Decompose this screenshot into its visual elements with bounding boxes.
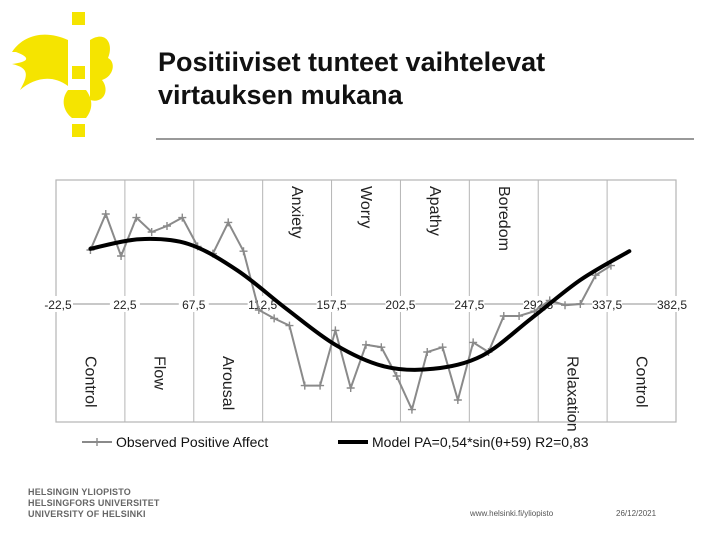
x-tick-label-bg [316,296,347,312]
x-tick-label: 157,5 [317,298,347,312]
observed-point [178,213,187,222]
legend-model-label: Model PA=0,54*sin(θ+59) R2=0,83 [372,434,589,450]
x-tick-label-bg [178,296,209,312]
flame-torch-icon [12,12,113,137]
footer-date: 26/12/2021 [616,509,657,518]
observed-point [224,218,233,227]
logo-square-middle [72,66,85,79]
university-logo [12,12,113,137]
quadrant-label-bottom: Arousal [219,356,236,410]
observed-point [499,312,508,320]
logo-flame-right [90,36,113,101]
observed-point [254,306,263,314]
observed-point [101,210,110,218]
footer-url: www.helsinki.fi/yliopisto [470,509,554,518]
logo-flame-lower [63,90,92,118]
logo-square-top [72,12,85,25]
chart: -22,5 22,5 67,5 112,5 157,5 202,5 247,5 292,5 33… [43,179,687,450]
x-tick-label-bg [454,296,485,312]
observed-point [561,301,570,310]
observed-point [576,300,585,308]
observed-point [469,338,478,347]
x-tick-label-bg [109,296,140,312]
observed-point [377,343,386,352]
title-divider [156,138,694,140]
observed-point [239,247,248,256]
logo-square-bottom [72,124,85,137]
series-model-line [88,236,632,372]
observed-point [117,252,126,260]
x-tick-label: 67,5 [182,298,206,312]
x-tick-label: 22,5 [113,298,137,312]
x-tick-label: 202,5 [385,298,415,312]
x-tick-label-bg [247,296,278,312]
quadrant-label-bottom: Relaxation [564,356,581,432]
observed-point [331,326,340,335]
observed-point [392,372,401,380]
observed-point [407,405,416,414]
title-line-2: virtauksen mukana [158,80,403,110]
org-line-en: UNIVERSITY OF HELSINKI [28,509,146,519]
quadrant-label-bottom: Control [633,356,650,408]
observed-point [438,343,447,352]
quadrant-label-top: Anxiety [288,186,305,238]
observed-point [362,340,370,349]
observed-point [270,314,279,323]
title-line-1: Positiiviset tunteet vaihtelevat [158,47,546,77]
observed-point [147,228,156,236]
logo-flame-left [12,34,68,90]
x-tick-label: 337,5 [592,298,622,312]
observed-point [346,384,355,392]
observed-point [515,312,524,320]
observed-point [300,381,309,390]
quadrant-label-bottom: Flow [150,356,167,390]
x-tick-label-bg [385,296,416,312]
university-name: HELSINGIN YLIOPISTO HELSINGFORS UNIVERSI… [28,487,160,520]
observed-point [316,381,325,390]
slide-title: Positiiviset tunteet vaihtelevat virtauk… [158,46,698,112]
legend-observed-marker [93,438,101,446]
quadrant-label-bottom: Control [81,356,98,408]
observed-point [162,222,171,230]
x-tick-label: 247,5 [454,298,484,312]
x-tick-label-bg [657,296,687,312]
observed-point [423,348,432,356]
x-tick-label: -22,5 [44,298,72,312]
legend-observed-label: Observed Positive Affect [116,434,268,450]
observed-point [132,213,141,222]
quadrant-label-top: Boredom [495,186,512,251]
org-line-sv: HELSINGFORS UNIVERSITET [28,498,160,508]
org-line-fi: HELSINGIN YLIOPISTO [28,487,131,497]
observed-point [285,321,294,330]
x-tick-label-bg [592,296,623,312]
quadrant-label-top: Worry [357,186,374,228]
observed-point [453,396,462,404]
x-tick-label: 382,5 [657,298,687,312]
x-tick-label: 112,5 [248,298,277,312]
x-tick-label-bg [43,296,73,312]
quadrant-label-top: Apathy [426,186,443,236]
